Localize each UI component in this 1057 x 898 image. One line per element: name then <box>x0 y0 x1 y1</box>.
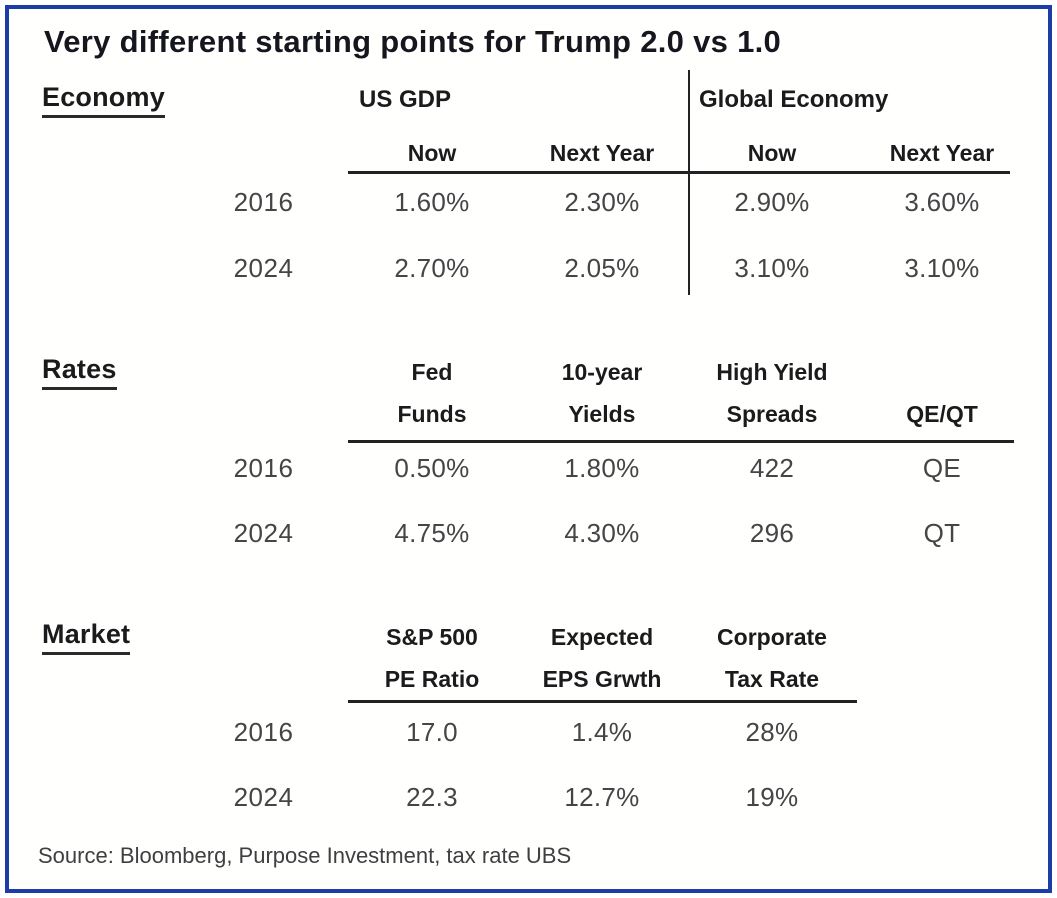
table-row: 2024 2.70% 2.05% 3.10% 3.10% <box>0 250 1037 286</box>
rates-2016-year: 2016 <box>233 452 294 483</box>
economy-col-header-nextyear-global: Next Year <box>889 139 995 166</box>
market-2016-eps-grwth: 1.4% <box>571 716 633 747</box>
table-row: 2016 1.60% 2.30% 2.90% 3.60% <box>0 184 1037 220</box>
market-col-header-tax-rate: Tax Rate <box>724 665 820 692</box>
rates-col-header-fed: Fed <box>411 358 453 385</box>
rates-col-header-yields: Yields <box>568 400 636 427</box>
economy-2024-global-now: 3.10% <box>734 252 810 283</box>
outer-border-frame <box>5 5 1052 893</box>
rates-section-cell: Rates <box>0 354 180 390</box>
economy-2024-global-nextyear: 3.10% <box>904 252 980 283</box>
rates-2016-fedfunds: 0.50% <box>394 452 470 483</box>
source-attribution: Source: Bloomberg, Purpose Investment, t… <box>38 843 572 868</box>
rates-2024-qeqt: QT <box>923 517 961 548</box>
market-2016-tax-rate: 28% <box>745 716 799 747</box>
market-col-header-expected: Expected <box>550 623 654 650</box>
rates-col-header-highyield: High Yield <box>716 358 828 385</box>
market-2024-pe-ratio: 22.3 <box>406 781 458 812</box>
rates-2016-hy-spreads: 422 <box>749 452 795 483</box>
rates-2024-fedfunds: 4.75% <box>394 517 470 548</box>
rates-header-rule <box>348 440 1014 443</box>
economy-col-header-now-us: Now <box>407 139 457 166</box>
market-2016-year: 2016 <box>233 716 294 747</box>
economy-col-header-nextyear-us: Next Year <box>549 139 655 166</box>
table-row: 2024 4.75% 4.30% 296 QT <box>0 515 1037 551</box>
market-2016-pe-ratio: 17.0 <box>406 716 458 747</box>
table-row: 2016 0.50% 1.80% 422 QE <box>0 450 1037 486</box>
economy-2024-usgdp-now: 2.70% <box>394 252 470 283</box>
us-gdp-group-header: US GDP <box>359 86 452 113</box>
rates-2016-10yr-yields: 1.80% <box>564 452 640 483</box>
table-row: 2016 17.0 1.4% 28% <box>0 714 1037 750</box>
economy-section-label: Economy <box>42 82 165 118</box>
market-section-cell: Market <box>0 619 180 655</box>
rates-header-row-2: Funds Yields Spreads QE/QT <box>0 397 1037 431</box>
market-header-row-1: Market S&P 500 Expected Corporate <box>0 619 1037 655</box>
rates-2024-10yr-yields: 4.30% <box>564 517 640 548</box>
market-col-header-corporate: Corporate <box>717 623 827 650</box>
rates-col-header-funds: Funds <box>397 400 467 427</box>
economy-2024-year: 2024 <box>233 252 294 283</box>
market-2024-eps-grwth: 12.7% <box>564 781 640 812</box>
economy-2016-global-now: 2.90% <box>734 186 810 217</box>
economy-2016-usgdp-now: 1.60% <box>394 186 470 217</box>
market-header-row-2: PE Ratio EPS Grwth Tax Rate <box>0 662 1037 696</box>
rates-col-header-spreads: Spreads <box>726 400 818 427</box>
table-row: 2024 22.3 12.7% 19% <box>0 779 1037 815</box>
economy-2016-year: 2016 <box>233 186 294 217</box>
rates-col-header-qeqt: QE/QT <box>906 400 978 427</box>
rates-2016-qeqt: QE <box>922 452 962 483</box>
rates-col-header-10year: 10-year <box>561 358 643 385</box>
global-economy-group-header: Global Economy <box>699 86 889 113</box>
economy-group-header-row: Economy US GDP Global Economy <box>0 82 1037 118</box>
market-col-header-sp500: S&P 500 <box>386 623 478 650</box>
market-2024-tax-rate: 19% <box>745 781 799 812</box>
economy-header-rule <box>348 171 1010 174</box>
economy-2016-usgdp-nextyear: 2.30% <box>564 186 640 217</box>
economy-section-cell: Economy <box>0 82 180 118</box>
market-2024-year: 2024 <box>233 781 294 812</box>
rates-2024-hy-spreads: 296 <box>749 517 795 548</box>
market-col-header-pe-ratio: PE Ratio <box>384 665 480 692</box>
rates-section-label: Rates <box>42 354 117 390</box>
page-title: Very different starting points for Trump… <box>44 24 782 59</box>
economy-2024-usgdp-nextyear: 2.05% <box>564 252 640 283</box>
economy-2016-global-nextyear: 3.60% <box>904 186 980 217</box>
market-col-header-eps-grwth: EPS Grwth <box>542 665 662 692</box>
economy-column-header-row: Now Next Year Now Next Year <box>0 136 1037 170</box>
economy-vertical-divider <box>688 70 690 295</box>
market-header-rule <box>348 700 857 703</box>
market-section-label: Market <box>42 619 131 655</box>
rates-2024-year: 2024 <box>233 517 294 548</box>
rates-header-row-1: Rates Fed 10-year High Yield <box>0 354 1037 390</box>
economy-col-header-now-global: Now <box>747 139 797 166</box>
